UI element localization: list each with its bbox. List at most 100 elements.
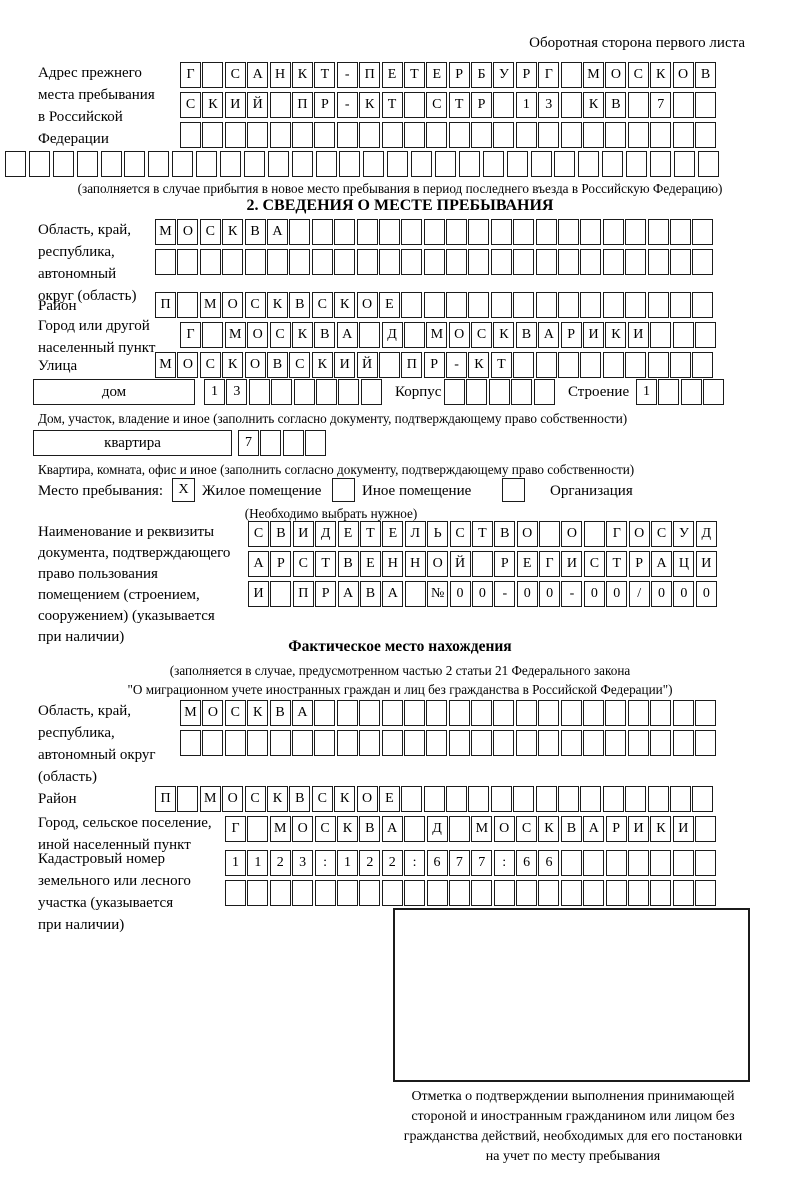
char-box[interactable]: Г — [180, 62, 201, 88]
char-box[interactable]: 1 — [515, 92, 537, 118]
char-box[interactable] — [506, 151, 528, 177]
char-box[interactable]: Р — [423, 352, 445, 378]
char-box[interactable] — [560, 700, 582, 726]
char-box[interactable] — [315, 151, 337, 177]
char-box[interactable] — [378, 249, 400, 275]
char-box[interactable] — [694, 92, 716, 118]
char-box[interactable] — [314, 730, 336, 756]
char-box[interactable]: К — [222, 352, 244, 378]
char-box[interactable]: М — [583, 62, 605, 88]
char-box[interactable]: 7 — [650, 92, 672, 118]
char-box[interactable] — [493, 730, 515, 756]
char-box[interactable]: Т — [448, 92, 470, 118]
char-box[interactable]: У — [673, 521, 695, 547]
char-box[interactable] — [605, 730, 627, 756]
char-box[interactable] — [426, 730, 448, 756]
char-box[interactable]: С — [180, 92, 201, 118]
char-box[interactable] — [580, 219, 602, 245]
char-box[interactable] — [381, 122, 403, 148]
char-box[interactable] — [401, 219, 423, 245]
char-box[interactable] — [511, 379, 533, 405]
char-box[interactable] — [403, 730, 425, 756]
char-box[interactable] — [669, 352, 691, 378]
char-box[interactable] — [672, 322, 694, 348]
char-box[interactable] — [625, 249, 647, 275]
char-box[interactable] — [650, 700, 672, 726]
char-box[interactable]: Ь — [427, 521, 449, 547]
char-box[interactable] — [411, 151, 433, 177]
char-box[interactable] — [647, 352, 669, 378]
char-box[interactable] — [76, 151, 98, 177]
char-box[interactable] — [513, 352, 535, 378]
char-box[interactable] — [692, 219, 714, 245]
char-box[interactable] — [359, 700, 381, 726]
char-box[interactable]: С — [311, 292, 333, 318]
char-box[interactable] — [493, 700, 515, 726]
char-box[interactable]: 2 — [381, 850, 403, 876]
char-box[interactable] — [336, 700, 358, 726]
char-box[interactable] — [423, 219, 445, 245]
char-box[interactable] — [694, 322, 716, 348]
char-box[interactable] — [177, 249, 199, 275]
checkbox-residential[interactable]: X — [172, 478, 195, 502]
char-box[interactable]: 0 — [606, 581, 628, 607]
char-box[interactable] — [580, 352, 602, 378]
char-box[interactable] — [490, 292, 512, 318]
char-box[interactable] — [625, 352, 647, 378]
char-box[interactable] — [403, 322, 425, 348]
char-box[interactable] — [580, 292, 602, 318]
char-box[interactable] — [401, 292, 423, 318]
char-box[interactable]: С — [289, 352, 311, 378]
char-box[interactable]: Д — [315, 521, 337, 547]
char-box[interactable] — [334, 249, 356, 275]
char-box[interactable]: Е — [382, 521, 404, 547]
char-box[interactable]: С — [651, 521, 673, 547]
char-box[interactable]: К — [650, 62, 672, 88]
char-box[interactable]: В — [314, 322, 336, 348]
char-box[interactable]: О — [493, 816, 515, 842]
char-box[interactable] — [458, 151, 480, 177]
char-box[interactable] — [580, 249, 602, 275]
char-box[interactable]: П — [291, 92, 313, 118]
char-box[interactable] — [359, 880, 381, 906]
char-box[interactable] — [466, 379, 488, 405]
char-box[interactable] — [180, 730, 201, 756]
char-box[interactable] — [269, 730, 291, 756]
char-box[interactable] — [448, 880, 470, 906]
char-box[interactable]: Р — [628, 551, 650, 577]
char-box[interactable] — [336, 730, 358, 756]
char-box[interactable]: 3 — [292, 850, 314, 876]
char-box[interactable]: 0 — [651, 581, 673, 607]
char-box[interactable] — [672, 880, 694, 906]
char-box[interactable] — [435, 151, 457, 177]
char-box[interactable] — [533, 379, 555, 405]
char-box[interactable]: В — [337, 551, 359, 577]
char-box[interactable] — [247, 122, 269, 148]
char-box[interactable] — [647, 786, 669, 812]
char-box[interactable]: К — [334, 786, 356, 812]
char-box[interactable]: Й — [247, 92, 269, 118]
char-box[interactable]: К — [311, 352, 333, 378]
char-box[interactable] — [558, 786, 580, 812]
char-box[interactable] — [490, 249, 512, 275]
char-box[interactable]: С — [269, 322, 291, 348]
char-box[interactable]: 6 — [538, 850, 560, 876]
char-box[interactable] — [605, 880, 627, 906]
char-box[interactable]: В — [359, 581, 381, 607]
char-box[interactable] — [669, 249, 691, 275]
char-box[interactable]: О — [356, 786, 378, 812]
char-box[interactable]: И — [628, 816, 650, 842]
char-box[interactable]: В — [289, 786, 311, 812]
char-box[interactable] — [538, 122, 560, 148]
char-box[interactable]: К — [266, 292, 288, 318]
char-box[interactable] — [602, 249, 624, 275]
char-box[interactable]: - — [494, 581, 516, 607]
char-box[interactable]: С — [314, 816, 336, 842]
char-box[interactable] — [692, 292, 714, 318]
char-box[interactable] — [515, 122, 537, 148]
char-box[interactable] — [356, 249, 378, 275]
char-box[interactable]: И — [583, 322, 605, 348]
char-box[interactable]: 0 — [583, 581, 605, 607]
char-box[interactable]: Р — [494, 551, 516, 577]
char-box[interactable] — [202, 62, 224, 88]
